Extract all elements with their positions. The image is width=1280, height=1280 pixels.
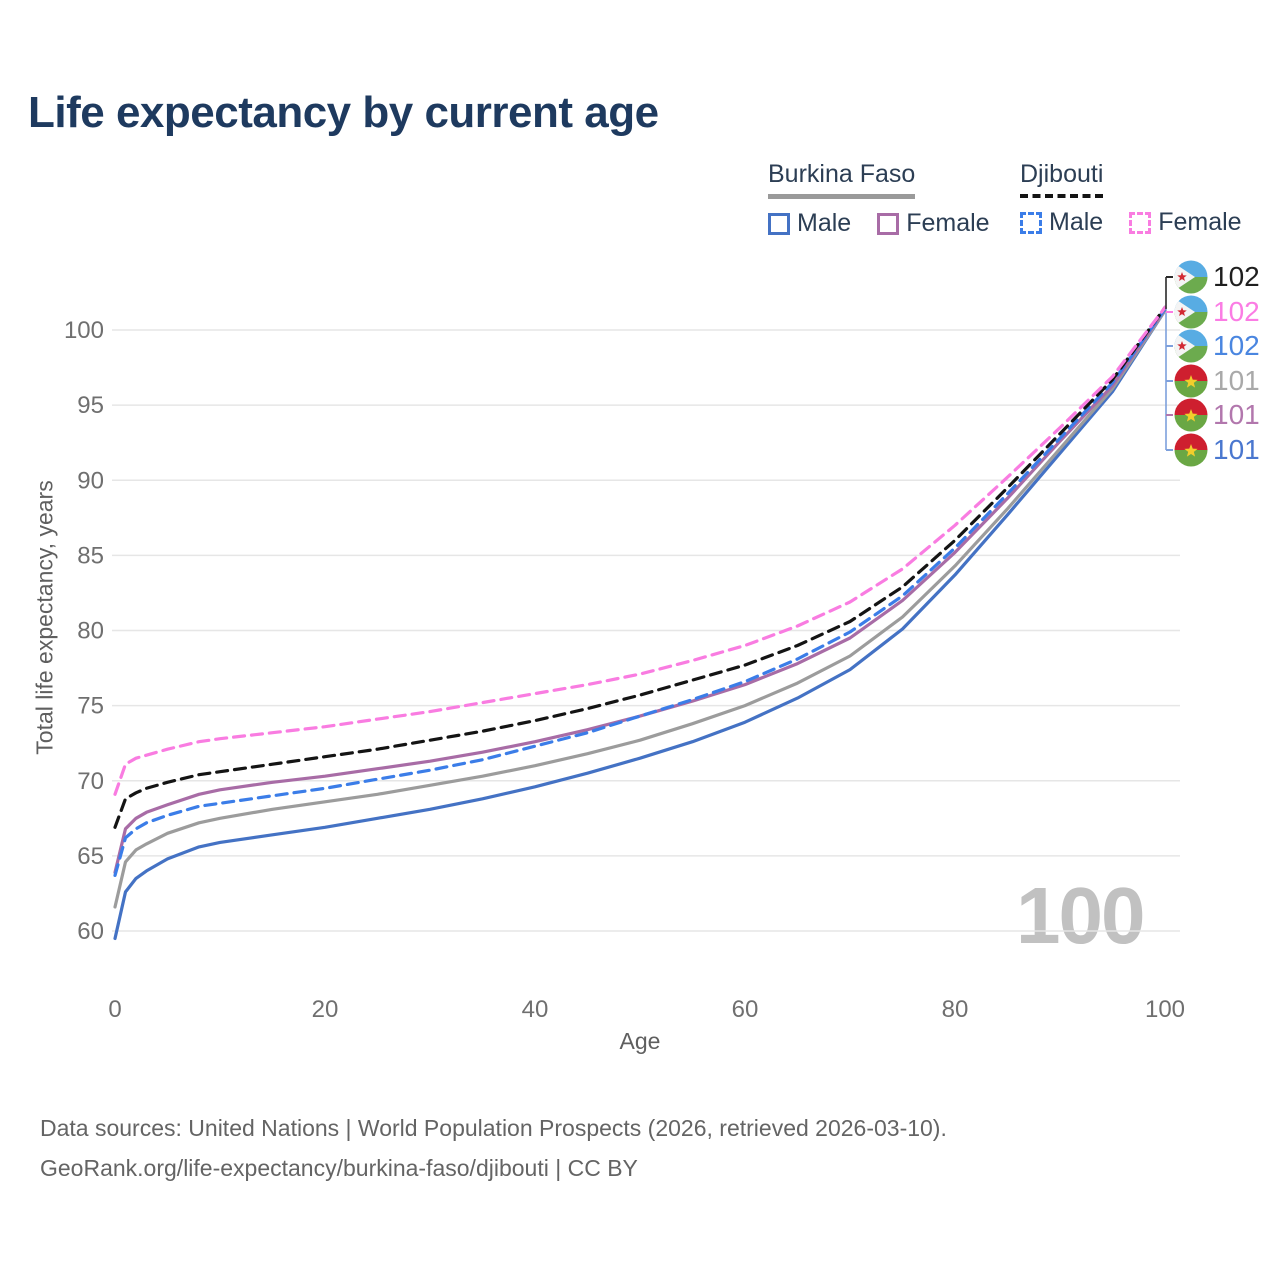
end-value-label: 101 (1213, 399, 1260, 430)
axis-tick-labels: 60 65 70 75 80 85 90 95 100 0 20 40 60 80 100 (64, 317, 1185, 1023)
x-tick-label-60: 60 (732, 996, 759, 1023)
end-value-label: 101 (1213, 365, 1260, 396)
x-tick-label-80: 80 (942, 996, 969, 1023)
footer-data-sources: Data sources: United Nations | World Pop… (40, 1115, 947, 1141)
legend-item-burkina-faso-female[interactable]: Female (877, 209, 990, 238)
legend-swatch-icon (1129, 211, 1152, 234)
legend-item-label: Male (1049, 208, 1104, 236)
x-tick-label-20: 20 (312, 996, 339, 1023)
end-value-label: 102 (1213, 261, 1260, 292)
series-line-djibouti-female[interactable] (113, 305, 1167, 796)
series-lines (113, 305, 1167, 941)
legend-swatch-icon (1020, 211, 1042, 234)
legend-group-burkina-faso: Burkina Faso Male Female (768, 160, 990, 238)
end-value-label: 102 (1213, 296, 1260, 327)
burkina-faso-flag-icon (1174, 364, 1208, 398)
series-line-djibouti-male[interactable] (113, 307, 1167, 878)
burkina-faso-flag-icon (1174, 398, 1208, 432)
legend-item-label: Female (906, 209, 990, 237)
page-title: Life expectancy by current age (28, 88, 659, 137)
legend-item-label: Male (797, 209, 852, 237)
y-axis-title: Total life expectancy, years (31, 480, 58, 755)
y-tick-label-80: 80 (77, 618, 104, 645)
y-tick-label-95: 95 (77, 392, 104, 419)
end-value-label: 102 (1213, 330, 1260, 361)
y-tick-label-100: 100 (64, 317, 104, 344)
footer-attribution-url: GeoRank.org/life-expectancy/burkina-faso… (40, 1155, 638, 1182)
legend-item-djibouti-female[interactable]: Female (1129, 208, 1242, 237)
legend-item-djibouti-male[interactable]: Male (1020, 208, 1103, 237)
x-tick-label-40: 40 (522, 996, 549, 1023)
y-tick-label-65: 65 (77, 843, 104, 870)
x-axis-title: Age (619, 1028, 661, 1054)
legend-swatch-icon (877, 212, 900, 235)
djibouti-flag-icon (1174, 295, 1208, 329)
burkina-faso-flag-icon (1174, 433, 1208, 467)
age-counter-watermark: 100 (1016, 871, 1145, 960)
y-tick-label-85: 85 (77, 542, 104, 569)
gridlines (112, 329, 1180, 932)
y-tick-label-90: 90 (77, 467, 104, 494)
series-line-burkina-faso-female[interactable] (113, 307, 1167, 875)
legend-item-label: Female (1158, 208, 1242, 236)
legend-swatch-icon (768, 212, 790, 235)
y-tick-label-70: 70 (77, 768, 104, 795)
legend-country-djibouti[interactable]: Djibouti (1020, 160, 1104, 198)
y-tick-label-60: 60 (77, 918, 104, 945)
end-value-label: 101 (1213, 434, 1260, 465)
x-tick-label-100: 100 (1145, 996, 1185, 1023)
legend-group-djibouti: Djibouti Male Female (1020, 160, 1242, 237)
legend-item-burkina-faso-male[interactable]: Male (768, 209, 851, 238)
series-line-djibouti-all[interactable] (113, 305, 1167, 829)
x-tick-label-0: 0 (108, 996, 121, 1023)
footer: Data sources: United Nations | World Pop… (40, 1108, 947, 1189)
series-line-burkina-faso-male[interactable] (113, 308, 1167, 941)
series-line-burkina-faso-all[interactable] (113, 308, 1167, 909)
legend-country-burkina-faso[interactable]: Burkina Faso (768, 160, 916, 199)
djibouti-flag-icon (1174, 329, 1208, 363)
y-tick-label-75: 75 (77, 693, 104, 720)
djibouti-flag-icon (1174, 260, 1208, 294)
